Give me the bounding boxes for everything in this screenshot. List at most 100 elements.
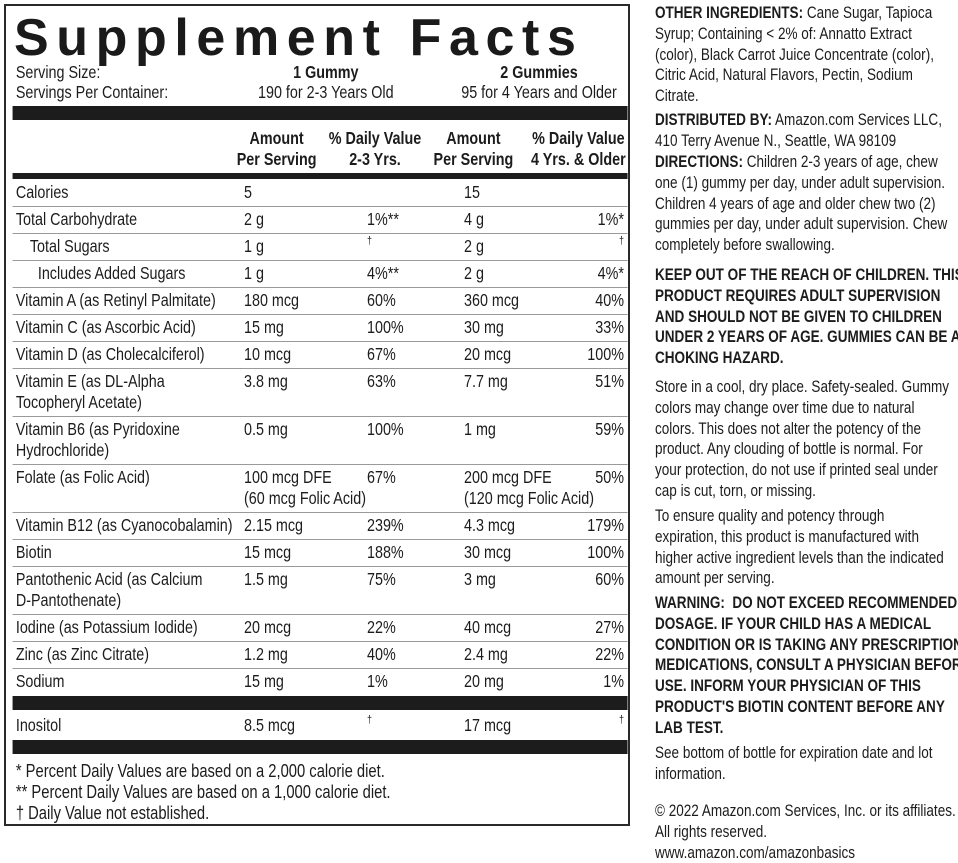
paragraph-line: information.	[655, 764, 726, 783]
nutrient-name: Sodium	[15, 671, 65, 691]
footnote-dagger: † Daily Value not established.	[15, 803, 210, 823]
amount-2-3-yrs: 1 g	[243, 263, 264, 283]
daily-value-4-yrs: †	[619, 715, 624, 736]
paragraph-line: Store in a cool, dry place. Safety-seale…	[655, 378, 950, 396]
paragraph-line: PRODUCT REQUIRES ADULT SUPERVISION	[655, 286, 941, 305]
daily-value-4-yrs: 59%	[595, 419, 625, 439]
nutrient-name: Hydrochloride)	[15, 440, 110, 460]
daily-value-2-3-yrs: 1%	[366, 671, 388, 691]
paragraph-line: Citrate.	[655, 87, 699, 106]
amount-4-yrs: 2.4 mg	[463, 644, 508, 664]
row-divider	[12, 368, 628, 369]
amount-2-3-yrs: 180 mcg	[243, 290, 300, 310]
amount-4-yrs: 15	[463, 182, 480, 202]
amount-4-yrs: 360 mcg	[463, 290, 520, 310]
amount-4-yrs: 30 mcg	[463, 542, 512, 562]
daily-value-2-3-yrs: 40%	[366, 644, 396, 664]
paragraph-line: DIRECTIONS: Children 2-3 years of age, c…	[655, 152, 958, 173]
side-information: OTHER INGREDIENTS: Cane Sugar, Tapioca Sy…	[655, 0, 958, 862]
paragraph-line: WARNING: DO NOT EXCEED RECOMMENDED	[655, 594, 958, 612]
paragraph-line: AND SHOULD NOT BE GIVEN TO CHILDREN	[655, 307, 942, 326]
paragraph-label: DIRECTIONS:	[655, 153, 743, 171]
thick-divider	[12, 106, 628, 120]
info-paragraph: KEEP OUT OF THE REACH OF CHILDREN. THIS P…	[655, 265, 958, 369]
daily-value-2-3-yrs: 100%	[366, 317, 404, 337]
daily-value-2-3-yrs: 67%	[366, 467, 396, 487]
daily-value-2-3-yrs: 100%	[366, 419, 404, 439]
paragraph-line: one (1) gummy per day, under adult super…	[655, 173, 946, 192]
amount-4-yrs: 3 mg	[463, 569, 496, 589]
amount-2-3-yrs: (60 mcg Folic Acid)	[243, 488, 367, 508]
header-dv-2-line1: % Daily Value	[532, 128, 625, 148]
info-paragraph: DISTRIBUTED BY: Amazon.com Services LLC,…	[655, 110, 958, 152]
nutrient-name: Inositol	[15, 715, 62, 735]
supplement-facts-panel: Supplement Facts Serving Size: Servings …	[4, 4, 630, 826]
row-divider	[12, 641, 628, 642]
amount-4-yrs: (120 mcg Folic Acid)	[463, 488, 594, 508]
thick-divider	[12, 696, 628, 710]
info-paragraph: Store in a cool, dry place. Safety-seale…	[655, 377, 958, 502]
paragraph-line: amount per serving.	[655, 569, 775, 588]
amount-2-3-yrs: 5	[243, 182, 252, 202]
paragraph-line: © 2022 Amazon.com Services, Inc. or its …	[655, 802, 956, 820]
amount-2-3-yrs: 100 mcg DFE	[243, 467, 332, 487]
paragraph-line: 410 Terry Avenue N., Seattle, WA 98109	[655, 131, 897, 150]
paragraph-line: Citric Acid, Natural Flavors, Pectin, So…	[655, 66, 913, 85]
daily-value-4-yrs: 27%	[595, 617, 625, 637]
amount-2-3-yrs: 8.5 mcg	[243, 715, 296, 735]
paragraph-line: DISTRIBUTED BY: Amazon.com Services LLC,	[655, 110, 958, 131]
daily-value-2-3-yrs: 1%**	[366, 209, 399, 229]
paragraph-line: higher active ingredient levels than the…	[655, 548, 944, 567]
paragraph-line: PRODUCT'S BIOTIN CONTENT BEFORE ANY	[655, 697, 945, 716]
amount-2-3-yrs: 1 g	[243, 236, 264, 256]
paragraph-text: Cane Sugar, Tapioca	[803, 4, 933, 22]
paragraph-line: colors may change over time due to natur…	[655, 398, 915, 417]
header-dv-2-line2: 4 Yrs. & Older	[531, 149, 626, 169]
paragraph-line: gummies per day, under adult supervision…	[655, 215, 948, 234]
amount-4-yrs: 20 mcg	[463, 344, 512, 364]
panel-title: Supplement Facts	[14, 9, 584, 67]
info-paragraph: OTHER INGREDIENTS: Cane Sugar, Tapioca Sy…	[655, 3, 958, 107]
daily-value-2-3-yrs: 75%	[366, 569, 396, 589]
amount-2-3-yrs: 1.2 mg	[243, 644, 288, 664]
paragraph-line: (color), Black Carrot Juice Concentrate …	[655, 45, 934, 64]
col1-serving-size: 1 Gummy	[293, 62, 359, 82]
amount-2-3-yrs: 2.15 mcg	[243, 515, 304, 535]
amount-2-3-yrs: 15 mcg	[243, 542, 292, 562]
paragraph-line: UNDER 2 YEARS OF AGE. GUMMIES CAN BE A	[655, 328, 958, 347]
daily-value-2-3-yrs: 4%**	[366, 263, 399, 283]
paragraph-text: Amazon.com Services LLC,	[772, 111, 942, 129]
info-paragraph: DIRECTIONS: Children 2-3 years of age, c…	[655, 152, 958, 256]
paragraph-line: LAB TEST.	[655, 718, 724, 737]
paragraph-label: OTHER INGREDIENTS:	[655, 4, 804, 22]
header-dv-1-line1: % Daily Value	[328, 128, 422, 148]
header-amount-2-line1: Amount	[446, 128, 501, 148]
paragraph-line: CONDITION OR IS TAKING ANY PRESCRIPTION	[655, 635, 958, 654]
row-divider	[12, 341, 628, 342]
nutrient-name: Vitamin E (as DL-Alpha	[15, 371, 165, 391]
dagger-mark: †	[618, 235, 625, 247]
paragraph-line: USE. INFORM YOUR PHYSICIAN OF THIS	[655, 677, 921, 696]
paragraph-text: Children 2-3 years of age, chew	[742, 153, 938, 171]
header-amount-1-line2: Per Serving	[236, 149, 317, 169]
daily-value-4-yrs: †	[619, 236, 624, 257]
row-divider	[12, 233, 628, 234]
amount-2-3-yrs: 15 mg	[243, 317, 284, 337]
nutrient-name: D-Pantothenate)	[15, 590, 122, 610]
footnote-1000: ** Percent Daily Values are based on a 1…	[15, 782, 391, 802]
amount-2-3-yrs: 15 mg	[243, 671, 284, 691]
amount-4-yrs: 30 mg	[463, 317, 504, 337]
amount-4-yrs: 1 mg	[463, 419, 496, 439]
row-divider	[12, 260, 628, 261]
nutrient-name: Calories	[15, 182, 69, 202]
amount-2-3-yrs: 10 mcg	[243, 344, 292, 364]
dagger-mark: †	[366, 235, 373, 247]
paragraph-line: KEEP OUT OF THE REACH OF CHILDREN. THIS	[655, 266, 958, 284]
paragraph-line: See bottom of bottle for expiration date…	[655, 744, 933, 762]
daily-value-4-yrs: 50%	[595, 467, 625, 487]
paragraph-line: cap is cut, torn, or missing.	[655, 481, 816, 500]
paragraph-line: www.amazon.com/amazonbasics	[655, 843, 856, 862]
row-divider	[12, 206, 628, 207]
daily-value-4-yrs: 1%	[603, 671, 625, 691]
facts-table: Serving Size: Servings Per Container: 1 …	[6, 6, 634, 826]
